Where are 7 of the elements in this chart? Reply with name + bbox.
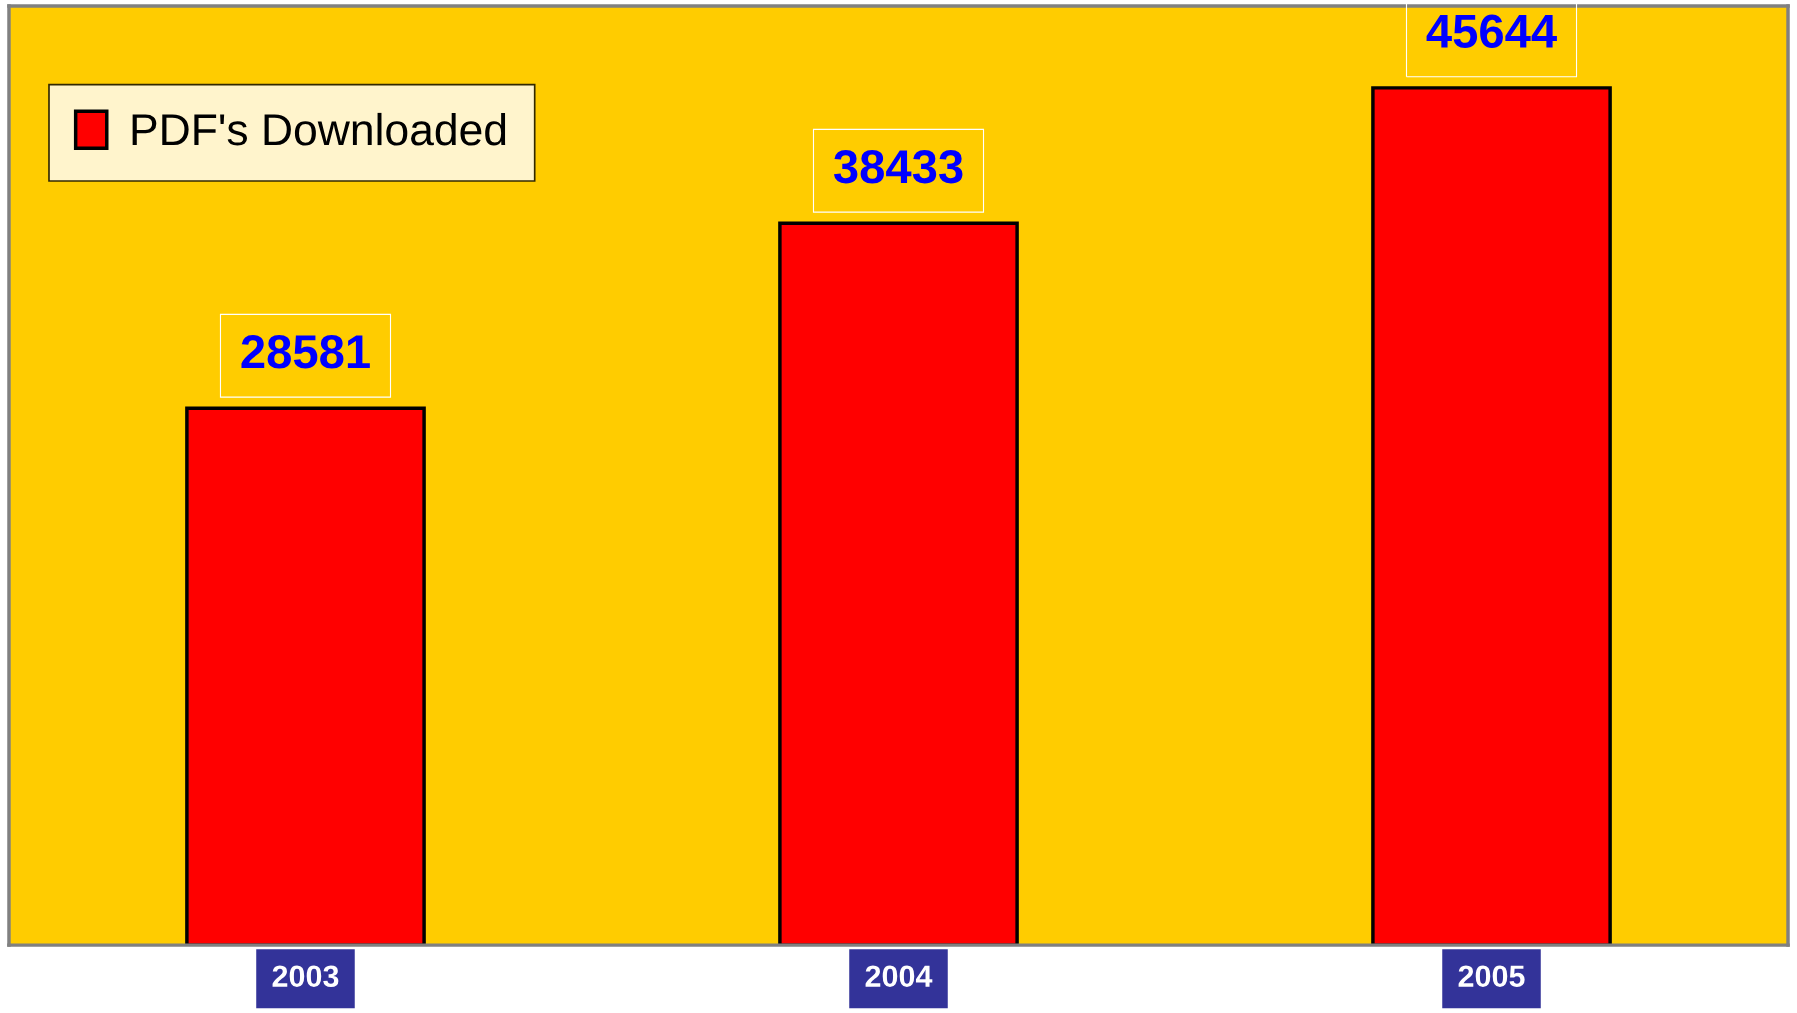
x-tick-label: 2004 [865, 965, 933, 988]
data-label: 28581 [241, 335, 370, 369]
x-tick-label: 2005 [1458, 965, 1525, 988]
data-label: 38433 [833, 149, 963, 184]
data-label: 45644 [1426, 14, 1557, 48]
x-tick-label: 2003 [272, 965, 339, 988]
legend-label: PDF's Downloaded [132, 112, 506, 146]
